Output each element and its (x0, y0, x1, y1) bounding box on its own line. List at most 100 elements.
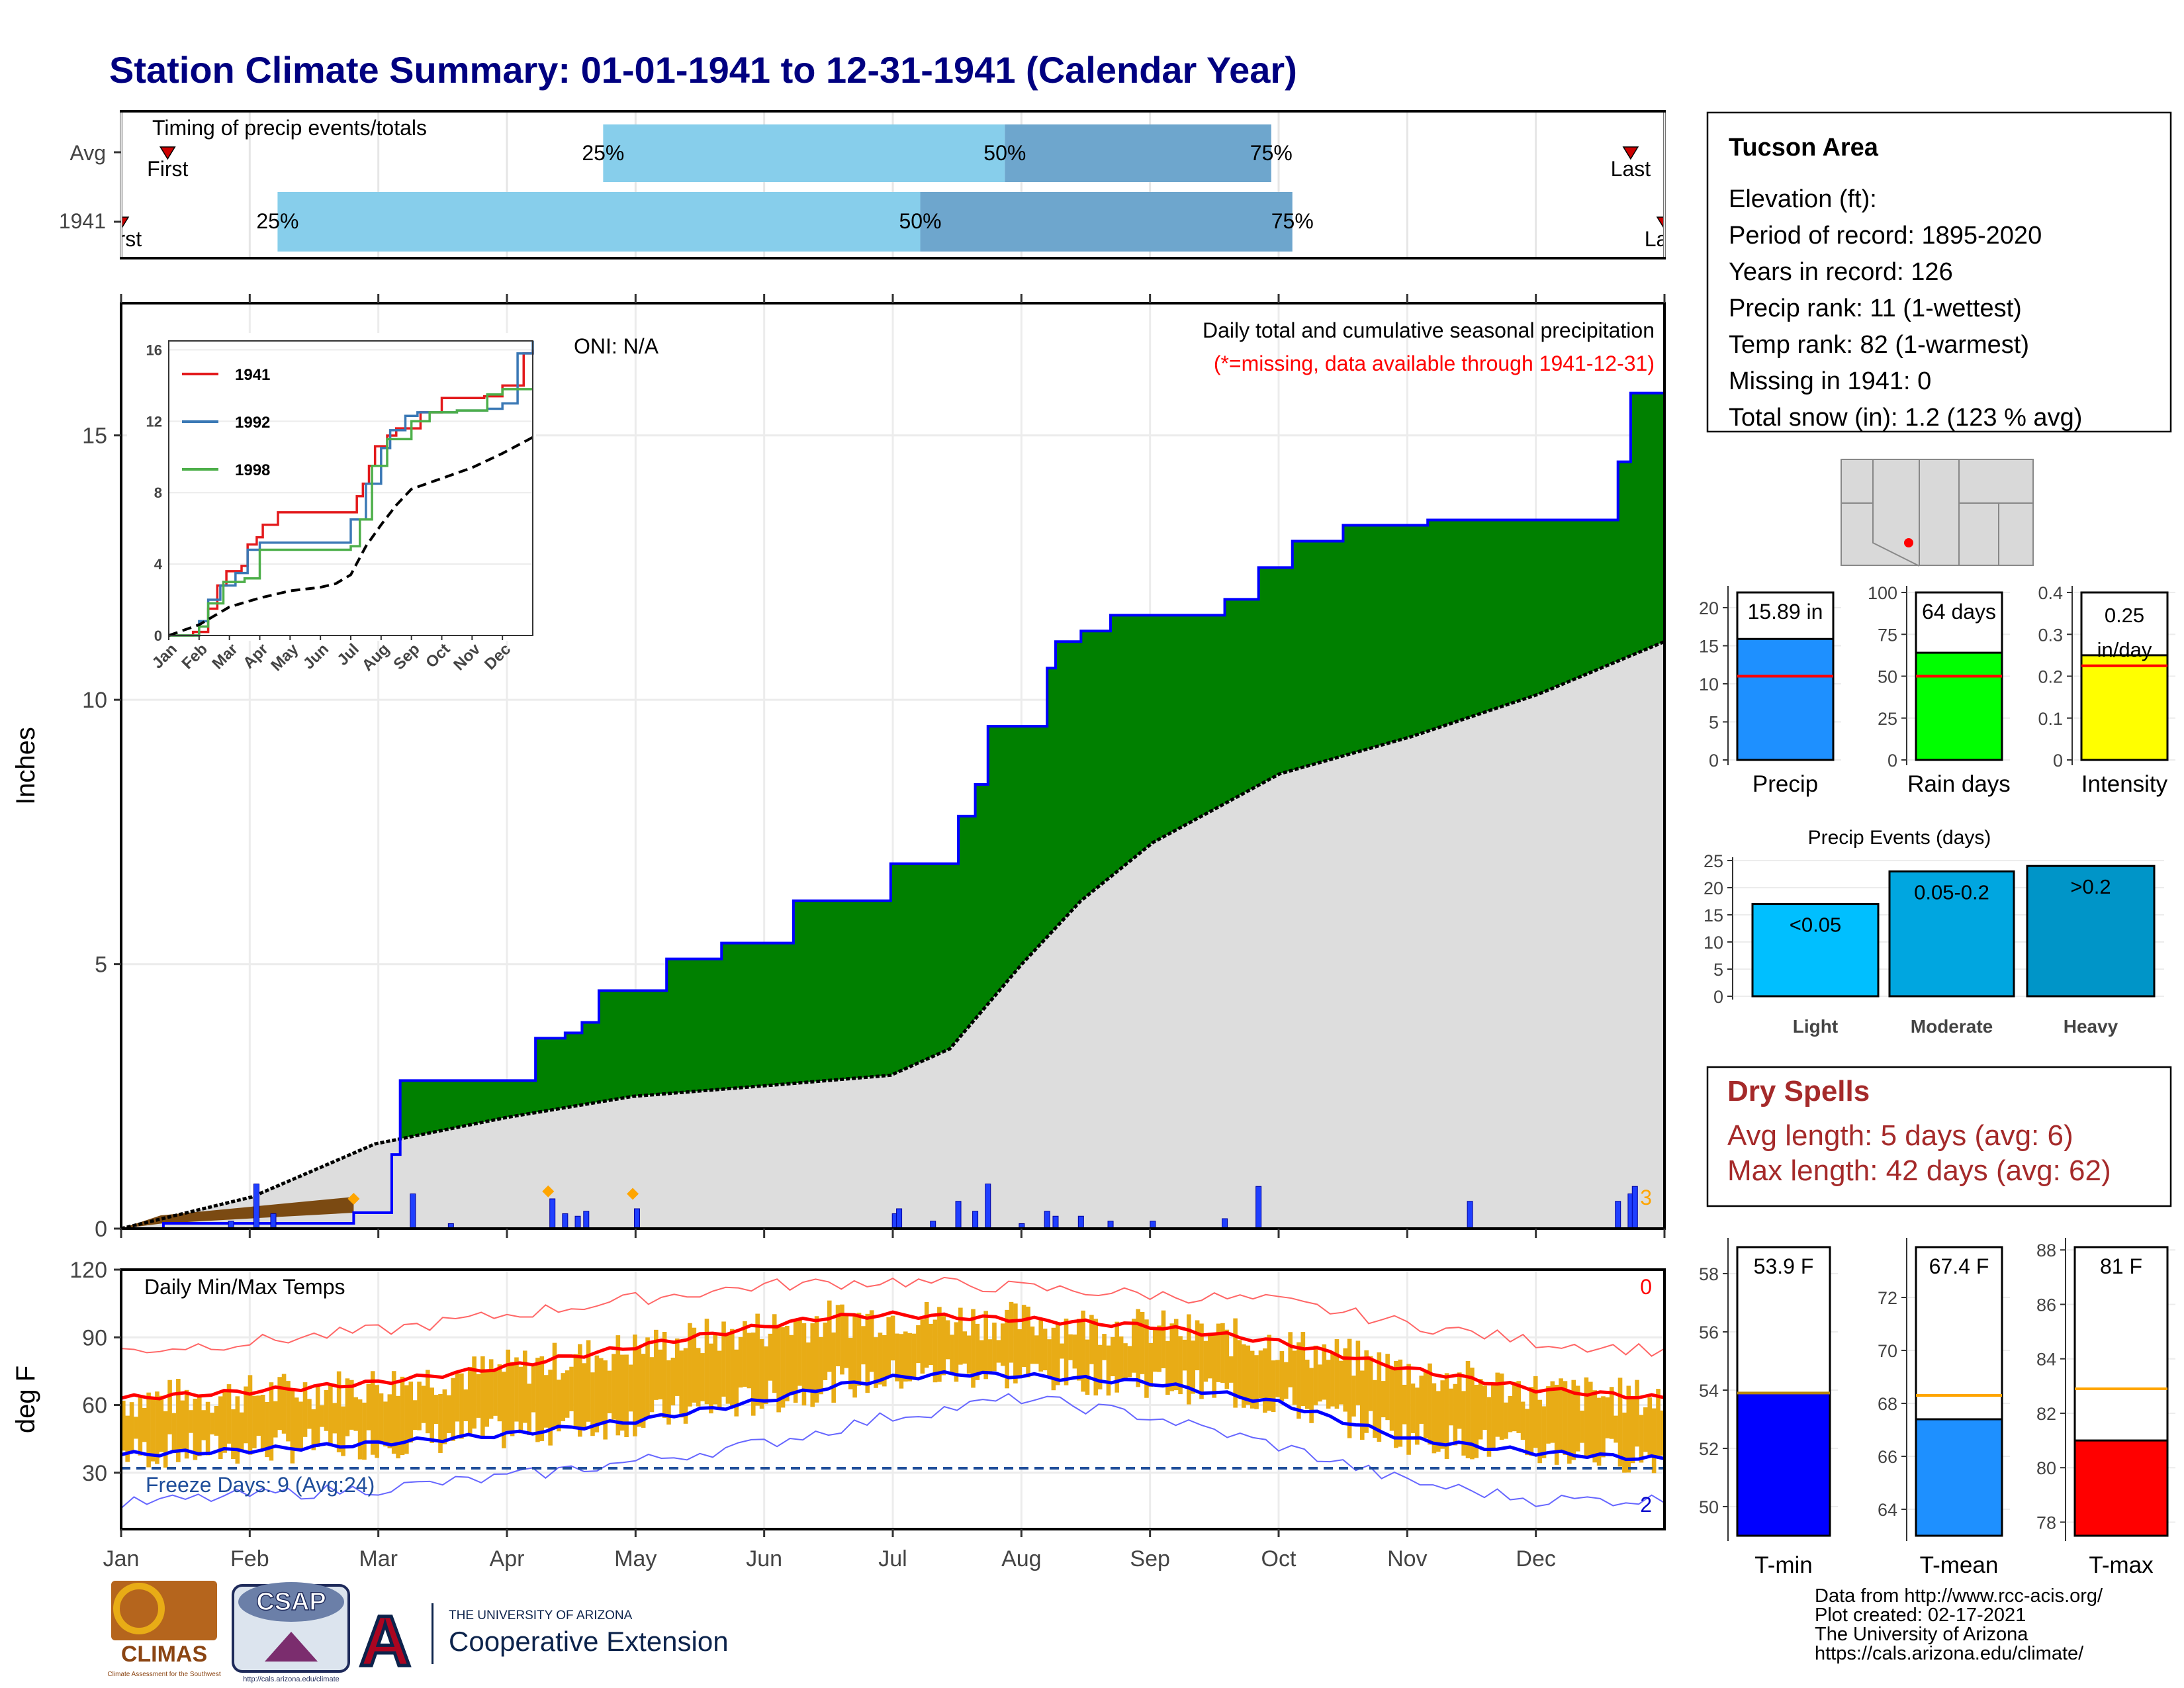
timing-last-label: Last (1611, 157, 1651, 181)
daily-temp-bar (1111, 1336, 1115, 1376)
daily-temp-bar (459, 1373, 464, 1439)
precip-average-area (121, 641, 1664, 1229)
daily-temp-bar (1508, 1395, 1513, 1432)
daily-temp-bar (1465, 1361, 1471, 1458)
summary-bar-value (2080, 654, 2169, 761)
events-y-tick-label: 0 (1713, 987, 1723, 1007)
footer-plot-created: Plot created: 02-17-2021 (1815, 1605, 2026, 1626)
daily-temp-bar (472, 1356, 477, 1429)
daily-temp-bar (840, 1304, 844, 1375)
daily-temp-bar (1643, 1407, 1648, 1452)
daily-temp-bar (421, 1385, 426, 1423)
daily-temp-bar (768, 1333, 773, 1381)
daily-temp-bar (218, 1396, 223, 1460)
daily-temp-bar (1263, 1348, 1267, 1413)
daily-temp-bar (1554, 1384, 1559, 1465)
daily-temp-bar (1499, 1373, 1504, 1440)
daily-temp-bar (907, 1333, 912, 1382)
dry-spells-title: Dry Spells (1727, 1075, 1870, 1107)
daily-temp-bar (1571, 1380, 1576, 1460)
daily-precip-bar (985, 1184, 991, 1229)
daily-temp-bar (895, 1333, 899, 1382)
normal-min-line (120, 1370, 1665, 1462)
info-line-snow: Total snow (in): 1.2 (123 % avg) (1729, 404, 2082, 432)
daily-temp-bar (1368, 1356, 1373, 1411)
page-title: Station Climate Summary: 01-01-1941 to 1… (109, 49, 1297, 91)
daily-temp-bar (1165, 1340, 1170, 1395)
daily-precip-bar (1052, 1215, 1059, 1229)
month-tick-label: Sep (1130, 1546, 1170, 1571)
daily-temp-bar (1068, 1334, 1073, 1360)
daily-temp-bar (1169, 1323, 1175, 1391)
month-tick-label: Jun (746, 1546, 782, 1571)
daily-temp-bar (1470, 1368, 1475, 1460)
daily-temp-bar (1651, 1408, 1657, 1474)
daily-temp-bar (1326, 1360, 1331, 1409)
daily-temp-bar (163, 1411, 168, 1468)
daily-temp-bar (1136, 1309, 1140, 1387)
location-map (1841, 459, 2034, 567)
month-tick-label: Nov (1387, 1546, 1427, 1571)
daily-temp-bar (789, 1335, 794, 1393)
daily-temp-bar (835, 1305, 841, 1367)
daily-temp-bar (937, 1307, 942, 1382)
daily-temp-bar (1055, 1322, 1060, 1385)
daily-temp-bar (725, 1333, 731, 1404)
inset-legend-label: 1992 (235, 414, 270, 432)
daily-temp-bar (1300, 1332, 1306, 1407)
precip-below-average-area (121, 1197, 354, 1229)
last-event-marker-icon (1622, 146, 1639, 160)
first-event-marker-icon (159, 146, 176, 160)
daily-precip-bar (583, 1211, 590, 1229)
daily-temp-bar (615, 1335, 621, 1436)
daily-temp-bar (366, 1383, 371, 1430)
daily-temp-bar (539, 1356, 545, 1441)
summary-bar-chart-precip: 0 5 10 15 20 15.89 in Precip (1699, 586, 1841, 797)
daily-temp-bar (874, 1337, 878, 1388)
inset-y-tick-label: 12 (146, 413, 162, 430)
daily-temp-bar (1457, 1372, 1462, 1429)
summary-y-tick-label: 0.2 (2038, 667, 2063, 687)
summary-y-tick-label: 15 (1699, 637, 1719, 657)
daily-temp-bar (683, 1348, 688, 1424)
daily-temp-bar (328, 1384, 333, 1446)
summary-y-tick-label: 100 (1868, 583, 1897, 603)
daily-temp-bar (442, 1389, 447, 1444)
daily-temp-bar (1313, 1345, 1318, 1405)
daily-temp-bar (1394, 1360, 1398, 1448)
daily-temp-bar (1580, 1410, 1584, 1443)
inset-series-line (169, 350, 534, 637)
daily-temp-bar (844, 1315, 849, 1368)
timing-panel: 25% 50% 75% First Last 25% 50% 75% First Last Tim… (59, 110, 1666, 259)
summary-value-label: 64 days (1922, 600, 1996, 624)
daily-temp-bar (265, 1402, 269, 1458)
daily-temp-bar (1195, 1320, 1200, 1371)
temp-title: Daily Min/Max Temps (144, 1275, 345, 1299)
daily-temp-bar (603, 1360, 608, 1440)
daily-temp-bar (180, 1400, 185, 1449)
daily-temp-bar (1533, 1376, 1538, 1448)
daily-temp-bar (785, 1325, 790, 1401)
daily-temp-bar (628, 1364, 633, 1412)
daily-temp-bar (176, 1379, 181, 1462)
daily-temp-bar (713, 1334, 718, 1405)
daily-temp-bar (1355, 1340, 1361, 1405)
daily-temp-bar (561, 1373, 566, 1421)
daily-temp-bar (1228, 1356, 1234, 1383)
daily-temp-bar (848, 1338, 853, 1389)
daily-temp-bar (239, 1412, 244, 1452)
daily-temp-bar (1051, 1327, 1056, 1391)
inset-legend-label: 1941 (235, 366, 270, 384)
daily-temp-bar (1258, 1350, 1263, 1399)
daily-temp-bar (987, 1339, 993, 1373)
daily-temp-bar (1123, 1343, 1128, 1380)
daily-temp-bar (1081, 1310, 1085, 1392)
daily-temp-bar (1389, 1368, 1394, 1431)
daily-temp-bar (1359, 1370, 1365, 1440)
daily-temp-bar (1343, 1348, 1348, 1412)
summary-y-tick-label: 50 (1699, 1497, 1719, 1517)
daily-temp-bar (488, 1359, 494, 1419)
daily-temp-bar (1601, 1396, 1606, 1458)
precip-y-tick-label: 10 (82, 688, 107, 713)
daily-temp-bar (700, 1353, 705, 1401)
